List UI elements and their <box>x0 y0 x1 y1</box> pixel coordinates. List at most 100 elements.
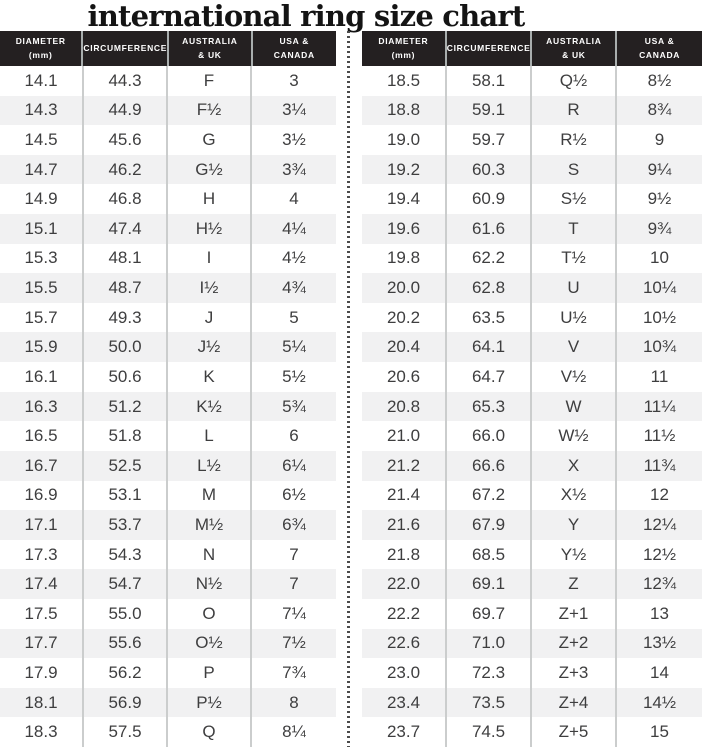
table-cell: 6 <box>289 426 299 446</box>
table-cell: 45.6 <box>84 125 168 155</box>
table-cell: 23.7 <box>362 717 447 747</box>
table-cell: 15 <box>650 722 669 742</box>
table-cell: 67.2 <box>447 480 532 511</box>
table-cell: 19.8 <box>362 243 447 274</box>
table-cell: 7 <box>289 574 299 594</box>
table-cell: 8½ <box>647 70 672 90</box>
table-cell: 4 <box>289 189 299 209</box>
table-cell: Z+2 <box>532 628 617 659</box>
size-table-left: DIAMETER (mm) CIRCUMFERENCE AUSTRALIA & … <box>0 31 336 747</box>
table-cell: 20.2 <box>362 302 447 333</box>
table-cell: V <box>532 332 617 363</box>
table-row: 19.6 61.6 T 9¾ <box>362 214 702 244</box>
table-cell: 21.4 <box>362 480 447 511</box>
table-cell: 59.1 <box>447 95 532 126</box>
table-cell: Q <box>168 717 252 747</box>
table-cell: 51.8 <box>84 421 168 451</box>
table-cell: 46.8 <box>84 184 168 215</box>
table-cell: H <box>168 184 252 215</box>
table-cell: 19.6 <box>362 214 447 244</box>
table-cell: 49.3 <box>84 302 168 333</box>
table-cell: 60.9 <box>447 184 532 215</box>
table-row: 17.4 54.7 N½ 7 <box>0 569 336 599</box>
table-cell: 22.0 <box>362 569 447 599</box>
table-cell: 53.1 <box>84 480 168 511</box>
table-cell: 16.3 <box>0 391 84 422</box>
table-cell: I <box>168 243 252 274</box>
table-cell: 22.2 <box>362 598 447 629</box>
table-cell: T <box>532 214 617 244</box>
table-row: 23.0 72.3 Z+3 14 <box>362 658 702 688</box>
table-cell: 59.7 <box>447 125 532 155</box>
table-row: 18.5 58.1 Q½ 8½ <box>362 66 702 96</box>
table-cell: 10½ <box>642 307 677 327</box>
table-row: 14.3 44.9 F½ 3¼ <box>0 95 336 126</box>
table-cell: 50.0 <box>84 332 168 363</box>
table-cell: 15.1 <box>0 214 84 244</box>
table-cell: 60.3 <box>447 154 532 185</box>
table-cell: 17.9 <box>0 658 84 688</box>
table-cell: 10 <box>650 248 669 268</box>
table-cell: 11¾ <box>643 455 676 475</box>
table-cell: 9¼ <box>647 159 672 179</box>
table-cell: 23.4 <box>362 687 447 718</box>
table-cell: 13 <box>650 603 669 623</box>
table-row: 16.9 53.1 M 6½ <box>0 480 336 511</box>
dotted-divider <box>336 31 362 747</box>
table-row: 20.0 62.8 U 10¼ <box>362 273 702 303</box>
table-cell: P½ <box>168 687 252 718</box>
table-cell: 11½ <box>643 426 676 446</box>
table-row: 19.4 60.9 S½ 9½ <box>362 184 702 215</box>
table-row: 20.6 64.7 V½ 11 <box>362 362 702 392</box>
table-row: 17.7 55.6 O½ 7½ <box>0 628 336 659</box>
table-cell: 48.1 <box>84 243 168 274</box>
table-row: 18.3 57.5 Q 8¼ <box>0 717 336 747</box>
table-cell: 20.6 <box>362 362 447 392</box>
table-cell: 67.9 <box>447 510 532 540</box>
table-row: 21.2 66.6 X 11¾ <box>362 450 702 481</box>
table-cell: L <box>168 421 252 451</box>
table-cell: U <box>532 273 617 303</box>
table-cell: 44.3 <box>84 66 168 96</box>
table-cell: P <box>168 658 252 688</box>
table-cell: H½ <box>168 214 252 244</box>
table-cell: 10¾ <box>642 337 677 357</box>
table-cell: 62.8 <box>447 273 532 303</box>
table-cell: 7¼ <box>282 603 306 623</box>
table-cell: 19.0 <box>362 125 447 155</box>
table-cell: 6½ <box>282 485 306 505</box>
table-row: 17.9 56.2 P 7¾ <box>0 658 336 688</box>
table-cell: 8 <box>289 692 299 712</box>
table-cell: 7 <box>289 544 299 564</box>
table-cell: M <box>168 480 252 511</box>
table-cell: 14.1 <box>0 66 84 96</box>
table-cell: U½ <box>532 302 617 333</box>
table-cell: Z+1 <box>532 598 617 629</box>
table-cell: R½ <box>532 125 617 155</box>
table-cell: 55.0 <box>84 598 168 629</box>
table-cell: 69.7 <box>447 598 532 629</box>
column-header-usa-canada: USA & CANADA <box>639 36 681 60</box>
table-body: 14.1 44.3 F 3 14.3 44.9 F½ 3¼ 14.5 45.6 G 3½ 14.7 46.… <box>0 66 336 747</box>
table-cell: 50.6 <box>84 362 168 392</box>
table-cell: 15.9 <box>0 332 84 363</box>
table-row: 21.0 66.0 W½ 11½ <box>362 421 702 451</box>
table-cell: 56.2 <box>84 658 168 688</box>
table-cell: 14½ <box>642 692 677 712</box>
table-cell: W½ <box>532 421 617 451</box>
table-row: 22.6 71.0 Z+2 13½ <box>362 628 702 659</box>
table-cell: S½ <box>532 184 617 215</box>
table-cell: 20.0 <box>362 273 447 303</box>
table-cell: W <box>532 391 617 422</box>
table-cell: X <box>532 450 617 481</box>
table-cell: 3¾ <box>282 159 306 179</box>
table-cell: 74.5 <box>447 717 532 747</box>
table-cell: 56.9 <box>84 687 168 718</box>
table-cell: 54.7 <box>84 569 168 599</box>
table-row: 20.8 65.3 W 11¼ <box>362 391 702 422</box>
table-row: 14.5 45.6 G 3½ <box>0 125 336 155</box>
table-row: 15.7 49.3 J 5 <box>0 302 336 333</box>
table-cell: 68.5 <box>447 539 532 570</box>
table-cell: N <box>168 539 252 570</box>
table-cell: 14.7 <box>0 154 84 185</box>
